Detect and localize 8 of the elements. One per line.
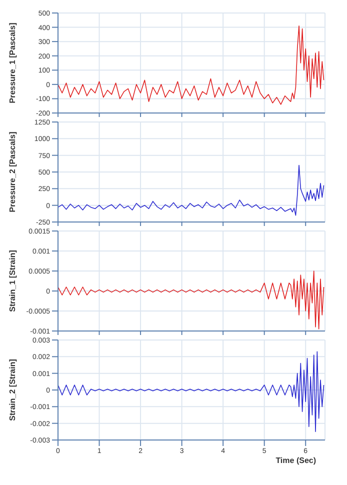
line-series <box>58 164 324 216</box>
x-axis-title: Time (Sec) <box>276 456 316 465</box>
line-series <box>58 351 324 432</box>
y-axis-title: Pressure_1 [Pascals] <box>8 22 17 104</box>
y-axis-title: Pressure_2 [Pascals] <box>8 131 17 212</box>
y-axis-title: Strain_1 [Strain] <box>8 250 17 312</box>
y-axis-title: Strain_2 [Strain] <box>8 358 17 421</box>
line-series <box>58 25 324 105</box>
